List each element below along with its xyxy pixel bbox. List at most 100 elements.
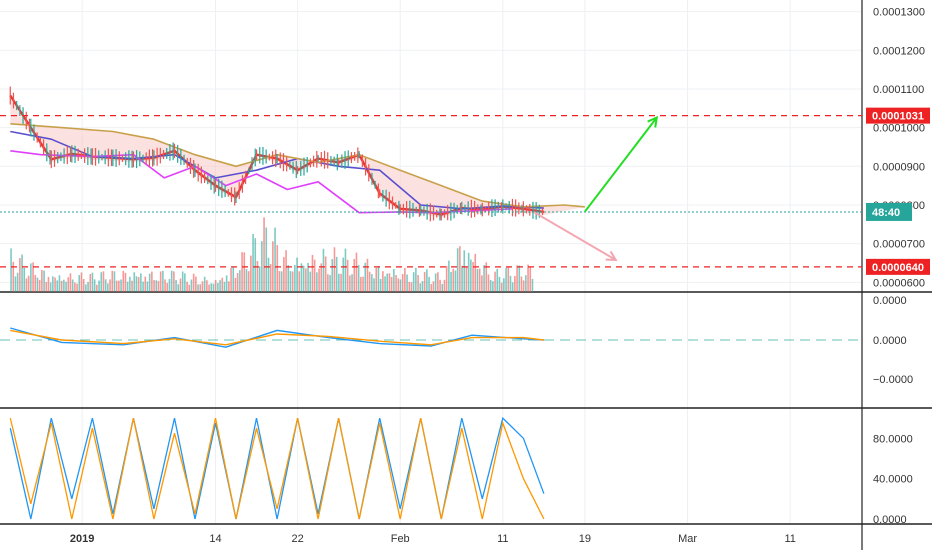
volume-bar [476, 268, 479, 292]
volume-bar [23, 267, 26, 292]
volume-bar [463, 250, 466, 292]
volume-bar [129, 276, 131, 292]
volume-bar [256, 261, 259, 292]
price-axis-label: 0.0001200 [873, 45, 925, 57]
volume-bar [302, 265, 305, 292]
volume-bar [318, 268, 320, 292]
volume-bar [406, 274, 408, 292]
volume-bar [531, 278, 534, 292]
volume-bar [175, 279, 177, 292]
volume-bar [100, 272, 103, 292]
volume-bar [89, 274, 92, 292]
volume-bar [195, 276, 197, 292]
volume-bar [291, 271, 294, 292]
volume-bar [135, 276, 138, 292]
date-axis-label: 11 [784, 533, 795, 545]
price-series [9, 86, 585, 222]
volume-bar [245, 269, 248, 292]
volume-bar [146, 281, 149, 292]
volume-bar [430, 284, 433, 292]
volume-bar [487, 274, 490, 292]
volume-bar [115, 280, 118, 292]
bullish-arrow[interactable] [584, 115, 659, 213]
volume-bar [461, 265, 463, 292]
arrow-head [647, 115, 659, 128]
level-price-tag-text: 0.0000640 [872, 262, 924, 274]
bearish-arrow[interactable] [533, 211, 618, 261]
volume-bar [450, 271, 452, 292]
volume-bar [362, 276, 364, 292]
date-axis-label: 22 [291, 533, 303, 545]
volume-bar [21, 254, 23, 292]
volume-bar [254, 238, 257, 292]
volume-bar [397, 278, 400, 292]
axes: 0.00013000.00012000.00011000.00010000.00… [70, 7, 925, 545]
volume-bar [217, 282, 219, 292]
volume-bar [505, 267, 507, 292]
volume-bar [353, 258, 356, 292]
cloud-area [10, 98, 585, 218]
oscillator-axis-label: 0.0000 [873, 514, 907, 526]
volume-bar [382, 271, 384, 292]
volume-bar [177, 284, 180, 292]
volume-bar [179, 278, 182, 292]
volume-bar [113, 271, 116, 292]
volume-bar [111, 270, 114, 292]
volume-bar [371, 274, 373, 292]
volume-bar [300, 263, 303, 292]
volume-bar [27, 275, 30, 292]
volume-bar [428, 276, 430, 292]
volume-bar [386, 273, 389, 292]
volume-bar [56, 280, 59, 292]
volume-bar [327, 274, 329, 292]
volume-bar [225, 275, 228, 292]
volume-bar [412, 272, 415, 292]
volume-bar [417, 275, 419, 292]
volume-bar [41, 270, 43, 292]
volume-bar [151, 271, 153, 292]
volume-bar [144, 276, 147, 292]
volume-bar [296, 257, 298, 292]
date-axis-label: 14 [209, 533, 221, 545]
volume-bar [98, 280, 100, 292]
horizontal-levels[interactable] [0, 115, 862, 268]
volume-bar [285, 250, 287, 292]
volume-bar [120, 279, 122, 292]
volume-bar [85, 284, 87, 292]
volume-bar [276, 245, 279, 292]
volume-bar [104, 279, 107, 292]
volume-bar [514, 275, 516, 292]
volume-bar [448, 260, 450, 292]
volume-bar [96, 284, 98, 292]
volume-bar [500, 282, 503, 292]
date-axis-label: 11 [497, 533, 508, 545]
volume-bar [467, 252, 470, 292]
volume-bar [258, 266, 261, 292]
volume-bar [186, 281, 188, 292]
volume-bar [208, 284, 210, 292]
level-price-tag-text: 0.0001031 [872, 111, 924, 123]
volume-bar [199, 284, 202, 292]
volume-bar [78, 275, 81, 292]
volume-bar [91, 272, 94, 292]
volume-bar [228, 281, 230, 292]
volume-bar [250, 255, 252, 292]
price-axis-label: 0.0000700 [873, 239, 925, 251]
price-axis-label: 0.0001100 [873, 84, 924, 96]
volume-bar [509, 275, 512, 292]
volume-bar [294, 264, 296, 292]
volume-bar [274, 227, 276, 292]
volume-bar [243, 252, 246, 292]
volume-bar [393, 268, 395, 292]
volume-bar [472, 261, 474, 292]
volume-bar [87, 281, 89, 292]
volume-bar [465, 267, 468, 292]
volume-bar [137, 276, 140, 292]
volume-bar [14, 276, 17, 292]
volume-bar [478, 268, 481, 292]
volume-bar [520, 276, 523, 292]
volume-bar [201, 281, 204, 292]
trend-arrows[interactable] [533, 115, 659, 261]
volume-bar [377, 266, 380, 292]
